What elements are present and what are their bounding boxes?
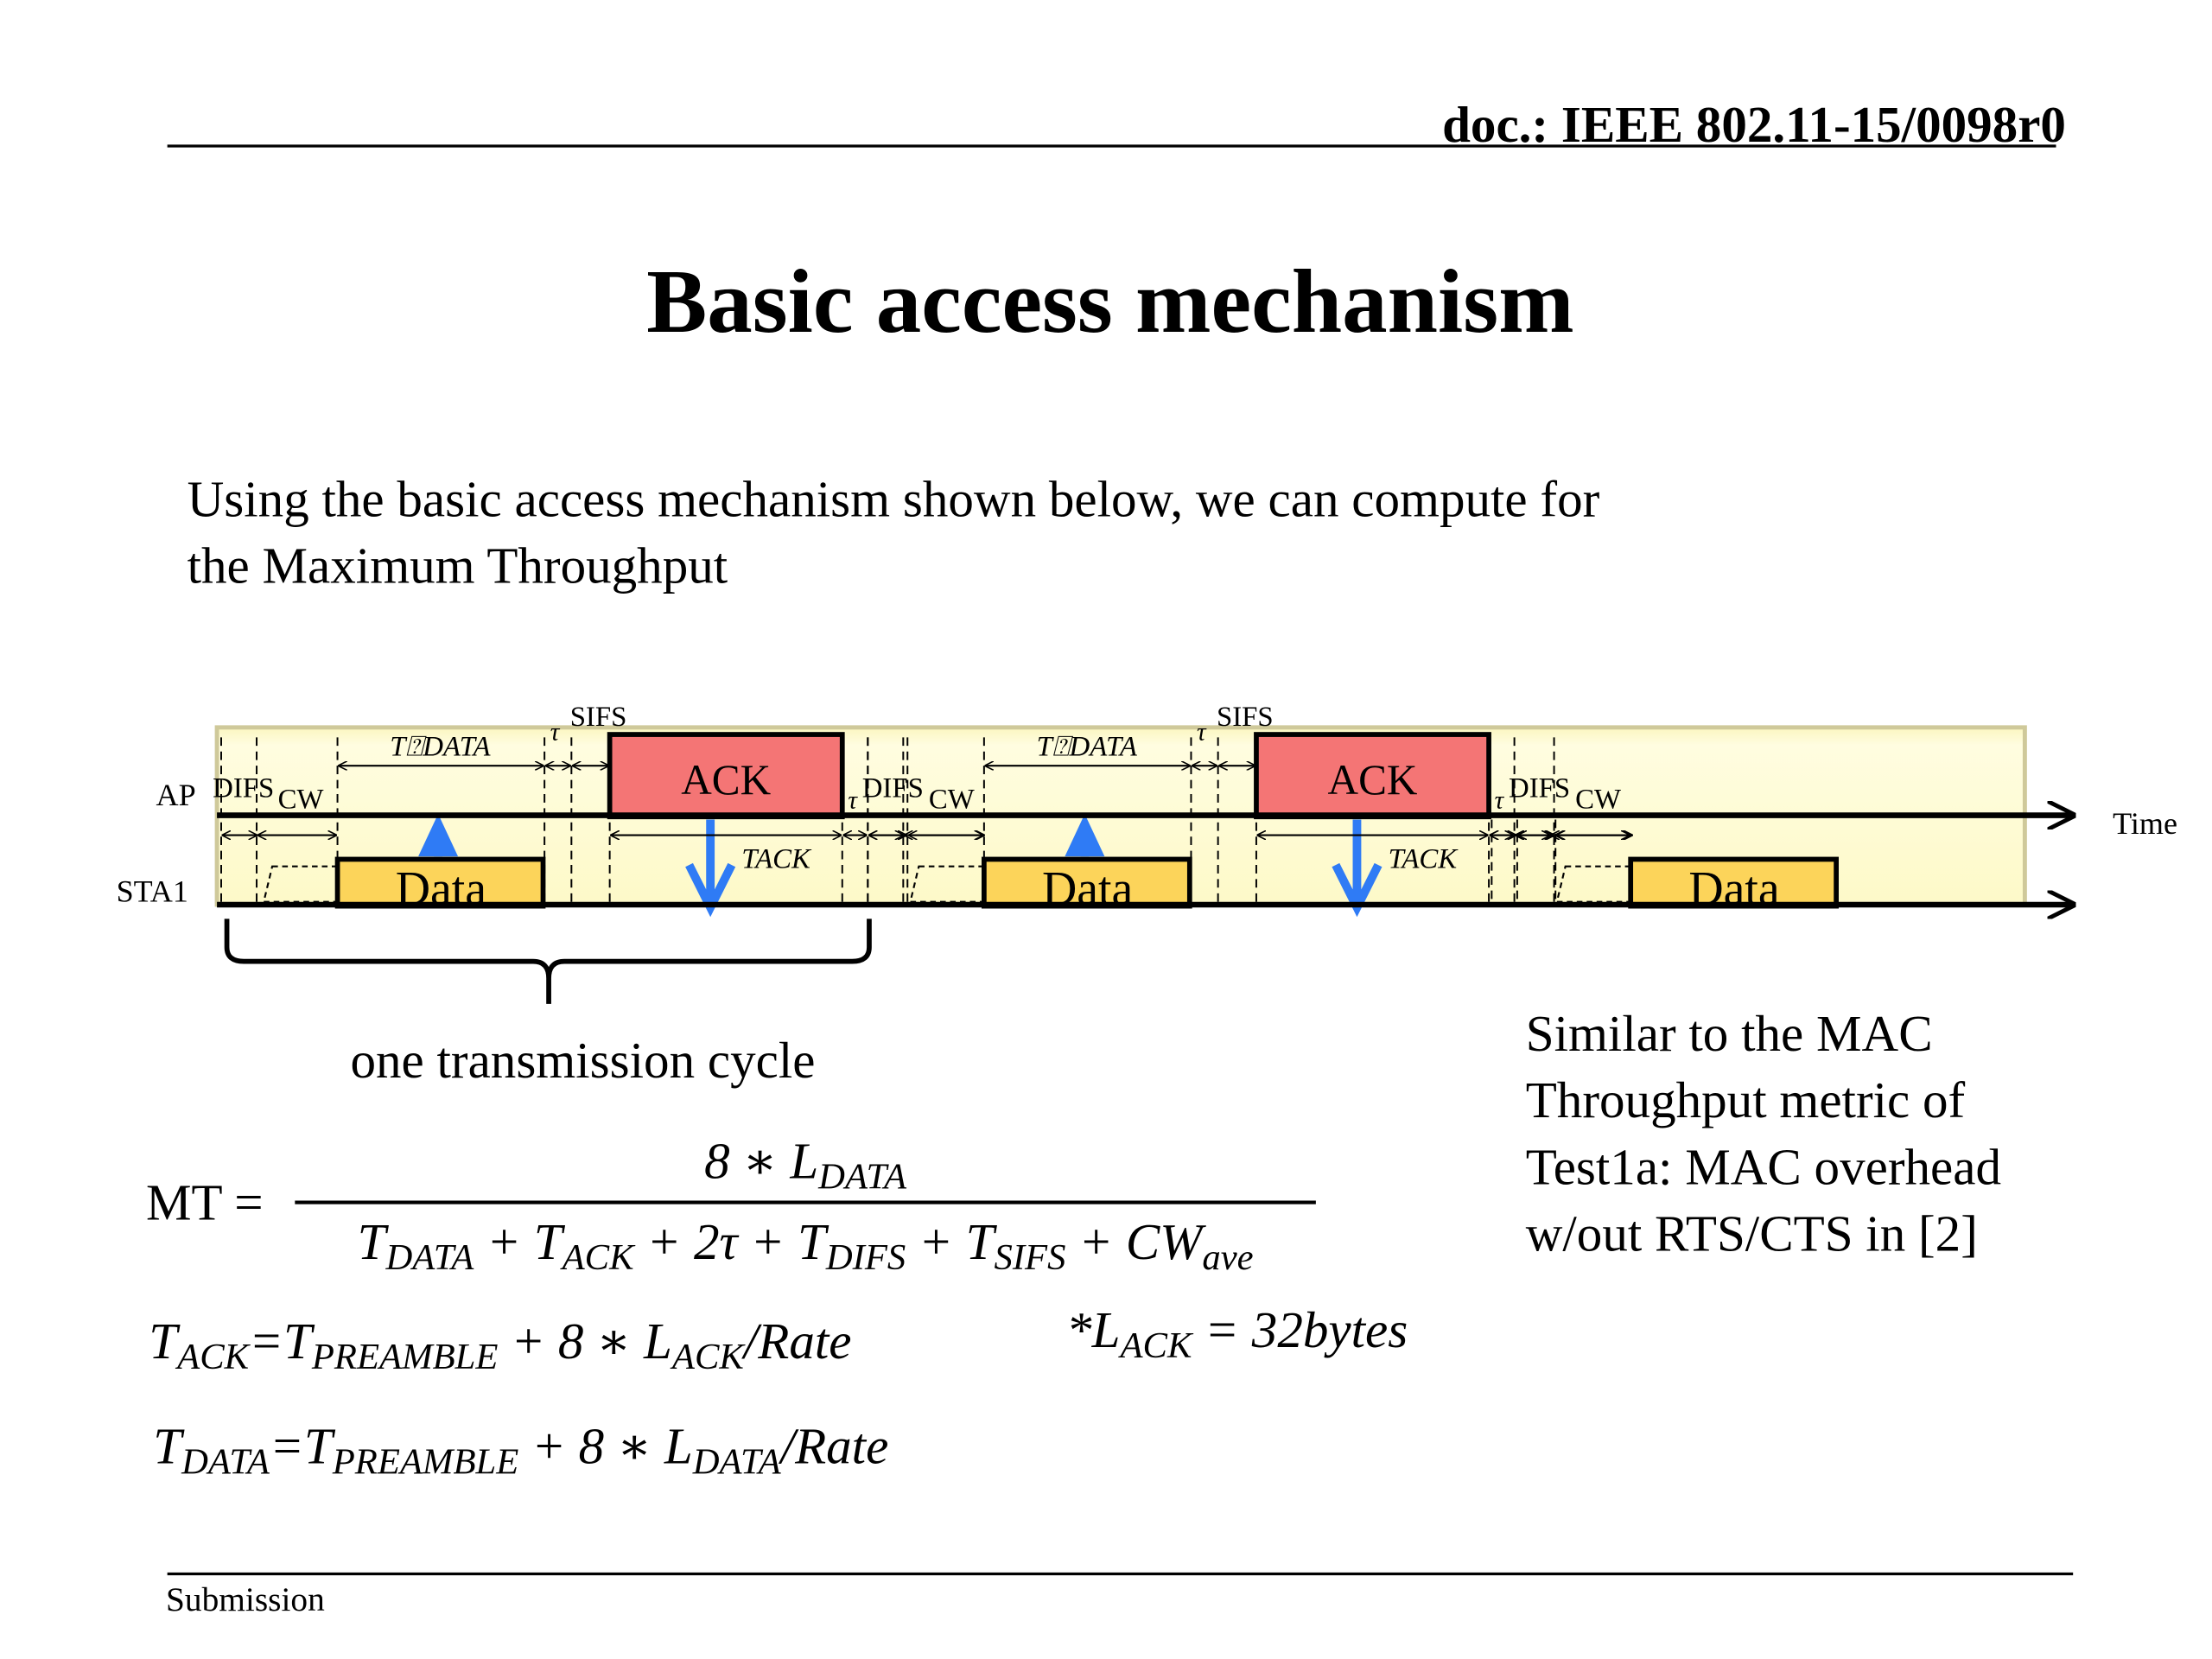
t-ack-label: TACK (741, 843, 812, 874)
eq-subscript: DATA (692, 1442, 782, 1483)
eq-subscript: ACK (175, 1337, 251, 1377)
tau-label: τ (1197, 719, 1207, 747)
eq-subscript: DATA (385, 1237, 474, 1278)
eq-term: /Rate (741, 1313, 852, 1370)
data-frame-label: Data (1688, 862, 1779, 916)
eq-subscript: DATA (181, 1442, 270, 1483)
note-line: Test1a: MAC overhead (1526, 1138, 2001, 1195)
note-line: w/out RTS/CTS in [2] (1526, 1205, 1978, 1262)
eq-term: + 8 ∗ L (518, 1418, 692, 1475)
difs-label: DIFS (213, 772, 274, 804)
eq-subscript: DATA (817, 1157, 907, 1198)
eq-term: + CW (1065, 1213, 1206, 1270)
note: Similar to the MAC Throughput metric of … (1526, 1005, 2001, 1262)
sifs-label: SIFS (570, 702, 627, 733)
eq-subscript: ACK (1117, 1325, 1194, 1366)
eq-term: 8 ∗ L (704, 1133, 818, 1190)
sifs-label: SIFS (1217, 702, 1274, 733)
l-ack-note: *LACK = 32bytes (1066, 1301, 1408, 1366)
mt-denominator: TDATA + TACK + 2τ + TDIFS + TSIFS + CWav… (358, 1213, 1254, 1278)
doc-id: doc.: IEEE 802.11-15/0098r0 (1442, 96, 2066, 153)
eq-subscript: ACK (560, 1237, 637, 1278)
eq-term: = 32bytes (1192, 1301, 1408, 1358)
mt-numerator: 8 ∗ LDATA (704, 1133, 907, 1198)
eq-term: T (358, 1213, 390, 1270)
difs-label: DIFS (1509, 772, 1570, 804)
ack-frame-label: ACK (681, 756, 771, 804)
eq-term: =T (249, 1313, 315, 1370)
t-data-label: T⍰DATA (390, 732, 491, 763)
mt-lhs: MT = (146, 1173, 264, 1230)
equations: MT = 8 ∗ LDATA TDATA + TACK + 2τ + TDIFS… (146, 1133, 1408, 1483)
uplink-arrow-head (1065, 813, 1105, 857)
ack-frame-label: ACK (1328, 756, 1418, 804)
data-frame (982, 856, 1192, 909)
eq-term: + T (906, 1213, 997, 1270)
eq-term: T (149, 1313, 181, 1370)
eq-term: + T (474, 1213, 565, 1270)
t-ack-label: TACK (1389, 843, 1459, 874)
ap-label: AP (156, 778, 196, 812)
eq-term: /Rate (779, 1418, 889, 1475)
eq-subscript: ave (1202, 1237, 1253, 1278)
tau-label: τ (848, 786, 858, 814)
eq-term: T (153, 1418, 185, 1475)
note-line: Throughput metric of (1526, 1071, 1966, 1128)
eq-subscript: DIFS (825, 1237, 906, 1278)
footer-label: Submission (166, 1580, 325, 1618)
eq-term: =T (270, 1418, 336, 1475)
t-ack-equation: TACK=TPREAMBLE + 8 ∗ LACK/Rate (149, 1313, 851, 1377)
cw-label: CW (929, 784, 975, 815)
eq-subscript: PREAMBLE (311, 1337, 499, 1377)
data-frame-label: Data (396, 862, 486, 916)
intro-line-2: the Maximum Throughput (188, 537, 728, 594)
t-data-equation: TDATA=TPREAMBLE + 8 ∗ LDATA/Rate (153, 1418, 888, 1483)
t-data-label: T⍰DATA (1037, 732, 1138, 763)
eq-term: + 2τ + T (634, 1213, 830, 1270)
data-frame-label: Data (1042, 862, 1133, 916)
cw-label: CW (1575, 784, 1621, 815)
eq-term: *L (1066, 1301, 1120, 1358)
cycle-label: one transmission cycle (350, 1032, 815, 1089)
time-label: Time (2113, 806, 2177, 841)
slide-title: Basic access mechanism (646, 251, 1573, 352)
uplink-arrow-head (418, 813, 459, 857)
eq-subscript: PREAMBLE (332, 1442, 519, 1483)
tau-label: τ (1495, 786, 1505, 814)
cw-label: CW (278, 784, 324, 815)
eq-subscript: ACK (670, 1337, 747, 1377)
note-line: Similar to the MAC (1526, 1005, 1933, 1062)
difs-label: DIFS (862, 772, 924, 804)
sta-label: STA1 (117, 874, 188, 909)
tau-label: τ (550, 719, 561, 747)
intro-line-1: Using the basic access mechanism shown b… (188, 470, 1600, 527)
cycle-brace (224, 918, 872, 1004)
eq-term: + 8 ∗ L (498, 1313, 671, 1370)
eq-subscript: SIFS (995, 1237, 1066, 1278)
